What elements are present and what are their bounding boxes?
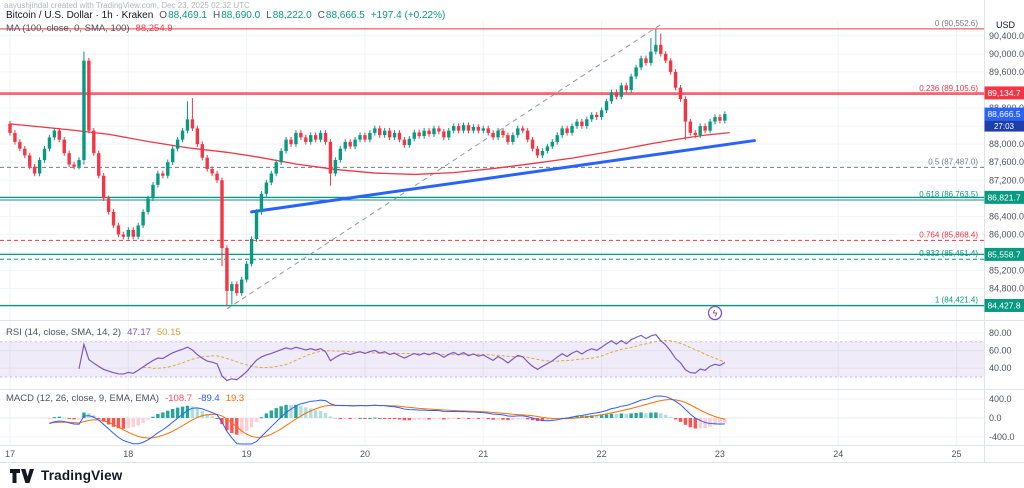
price-axis-label: 87,200.0 (989, 175, 1024, 185)
time-axis-label: 24 (833, 449, 843, 459)
price-badge (984, 107, 1024, 121)
price-axis-label: 86,000.0 (989, 229, 1024, 239)
rsi-value: 47.17 (127, 327, 151, 338)
fib-level-label: 0 (90,552.6) (935, 19, 978, 28)
candles (8, 28, 727, 306)
close-value: 88,666.5 (325, 10, 365, 21)
macd-signal-value: 19.3 (225, 393, 245, 404)
watermark: aayushjindal created with TradingView.co… (4, 1, 250, 10)
macd-axis-label: 0.0 (989, 413, 1002, 423)
price-badge (984, 298, 1024, 312)
price-axis-label: 89,600.0 (989, 67, 1024, 77)
time-axis-label: 22 (597, 449, 607, 459)
svg-text:86,821.7: 86,821.7 (987, 192, 1020, 202)
ma-100-line (9, 123, 730, 176)
macd-line (49, 395, 725, 445)
time-axis-label: 19 (242, 449, 252, 459)
fib-level-label: 0.832 (85,451.4) (919, 249, 978, 258)
svg-text:88,666.5: 88,666.5 (987, 109, 1020, 119)
time-axis-label: 25 (952, 449, 962, 459)
high-value: 88,690.0 (221, 10, 261, 21)
countdown-badge (984, 120, 1024, 132)
price-badges: 89,134.7 88,666.5 27:03 86,821.7 85,558.7 84,… (984, 86, 1024, 312)
rsi-axis-label: 40.00 (989, 363, 1012, 373)
chart-canvas[interactable]: 0 (90,552.6) 0.236 (89,105.6) 0.5 (87,487.… (0, 0, 1024, 462)
symbol-legend[interactable]: Bitcoin / U.S. Dollar · 1h · Kraken O 88,… (6, 10, 445, 21)
close-label: C (317, 10, 325, 21)
symbol-title: Bitcoin / U.S. Dollar · 1h · Kraken (6, 10, 154, 21)
fib-level-label: 0.764 (85,868.4) (919, 230, 978, 239)
price-badge (984, 86, 1024, 100)
grid-lines (0, 20, 984, 446)
dashed-trendline (226, 24, 662, 310)
ohlc-open: O 88,469.1 (159, 10, 207, 21)
rsi-ma-line (143, 340, 726, 369)
low-value: 88,222.0 (272, 10, 312, 21)
svg-text:85,558.7: 85,558.7 (987, 249, 1020, 259)
ohlc-high: H 88,690.0 (213, 10, 260, 21)
fib-level-label: 0.5 (87,487.0) (928, 157, 978, 166)
ma-title: MA (100, close, 0, SMA, 100) (6, 23, 130, 34)
macd-line-value: -89.4 (198, 393, 220, 404)
time-axis-label: 17 (5, 449, 15, 459)
macd-signal-line (49, 399, 725, 439)
price-axis-label: 84,800.0 (989, 284, 1024, 294)
axes[interactable]: 90,400.090,000.089,600.089,200.088,800.0… (0, 0, 1024, 462)
ma-value: 88,254.9 (135, 23, 173, 34)
rsi-axis-label: 60.00 (989, 346, 1012, 356)
macd-legend[interactable]: MACD (12, 26, close, 9, EMA, EMA) -108.7… (6, 393, 244, 404)
price-badge (984, 247, 1024, 261)
macd-axis-label: -400.0 (989, 432, 1015, 442)
level-lines: 0 (90,552.6) 0.236 (89,105.6) 0.5 (87,487.… (0, 19, 984, 307)
rsi-title: RSI (14, close, SMA, 14, 2) (6, 327, 122, 338)
svg-text:84,427.8: 84,427.8 (987, 300, 1020, 310)
fib-level-label: 1 (84,421.4) (935, 296, 978, 305)
price-axis-label: 86,400.0 (989, 211, 1024, 221)
svg-text:27:03: 27:03 (994, 122, 1015, 131)
rsi-plot (78, 333, 726, 382)
rsi-line (78, 333, 726, 382)
ohlc-low: L 88,222.0 (266, 10, 312, 21)
price-axis-label: 90,000.0 (989, 49, 1024, 59)
time-axis-label: 20 (360, 449, 370, 459)
ma-legend[interactable]: MA (100, close, 0, SMA, 100) 88,254.9 (6, 23, 173, 34)
fib-level-label: 0.618 (86,763.5) (919, 190, 978, 199)
tradingview-logo-icon[interactable] (10, 468, 34, 483)
support-trendline (250, 139, 756, 214)
price-change: +197.4 (+0.22%) (370, 10, 446, 21)
price-axis-label: 88,000.0 (989, 139, 1024, 149)
time-axis-label: 18 (123, 449, 133, 459)
open-label: O (159, 10, 168, 21)
rsi-ma-value: 50.15 (156, 327, 181, 338)
event-marker-icon[interactable]: ϟ (707, 305, 723, 321)
rsi-legend[interactable]: RSI (14, close, SMA, 14, 2) 47.17 50.15 (6, 327, 181, 338)
open-value: 88,469.1 (168, 10, 207, 21)
price-axis-label: 90,400.0 (989, 31, 1024, 41)
macd-title: MACD (12, 26, close, 9, EMA, EMA) (6, 393, 160, 404)
price-axis-label: 87,600.0 (989, 157, 1024, 167)
time-axis-label: 23 (715, 449, 725, 459)
high-label: H (213, 10, 221, 21)
overlay-lines (9, 24, 756, 310)
rsi-axis-label: 80.00 (989, 328, 1012, 338)
time-axis-label: 21 (478, 449, 488, 459)
macd-axis-label: 400.0 (989, 394, 1012, 404)
svg-text:89,134.7: 89,134.7 (987, 88, 1020, 98)
price-badge (984, 190, 1024, 204)
low-label: L (266, 10, 272, 21)
price-axis-label: 85,200.0 (989, 266, 1024, 276)
footer-bar: TradingView (0, 462, 1024, 488)
macd-plot (0, 395, 984, 445)
macd-hist-value: -108.7 (165, 393, 193, 404)
axis-currency-label[interactable]: USD (995, 20, 1015, 30)
fib-level-label: 0.236 (89,105.6) (919, 84, 978, 93)
tradingview-brand-text[interactable]: TradingView (41, 468, 123, 483)
svg-text:ϟ: ϟ (713, 309, 718, 319)
ohlc-close: C 88,666.5 (318, 10, 365, 21)
